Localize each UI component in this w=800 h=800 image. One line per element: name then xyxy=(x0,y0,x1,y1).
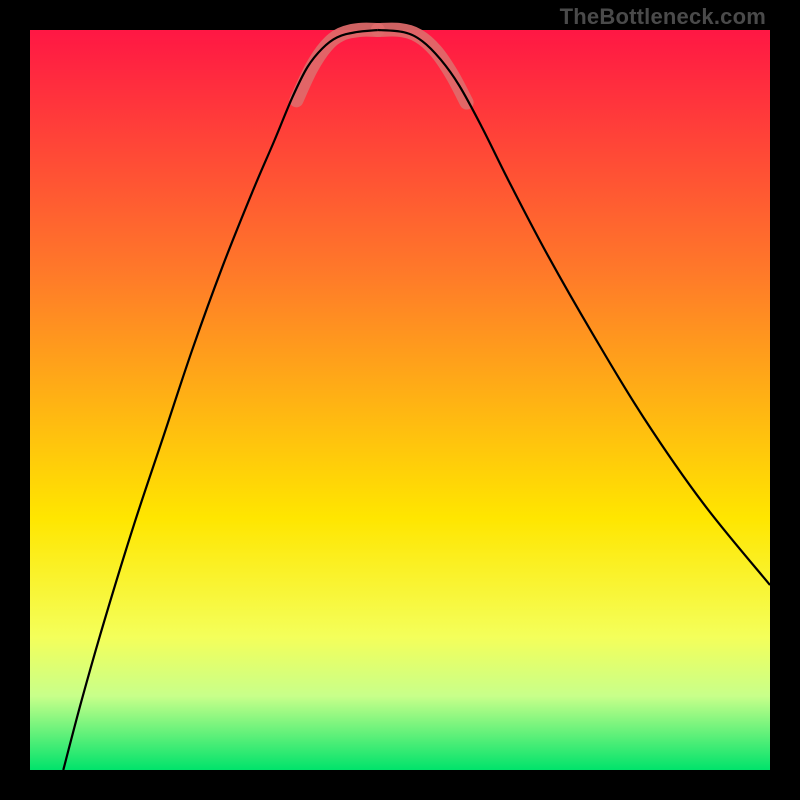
main-curves xyxy=(63,30,770,770)
outer-frame: TheBottleneck.com xyxy=(0,0,800,800)
plot-area xyxy=(30,30,770,770)
chart-svg xyxy=(30,30,770,770)
watermark-text: TheBottleneck.com xyxy=(560,4,766,30)
highlight-band xyxy=(296,30,466,103)
